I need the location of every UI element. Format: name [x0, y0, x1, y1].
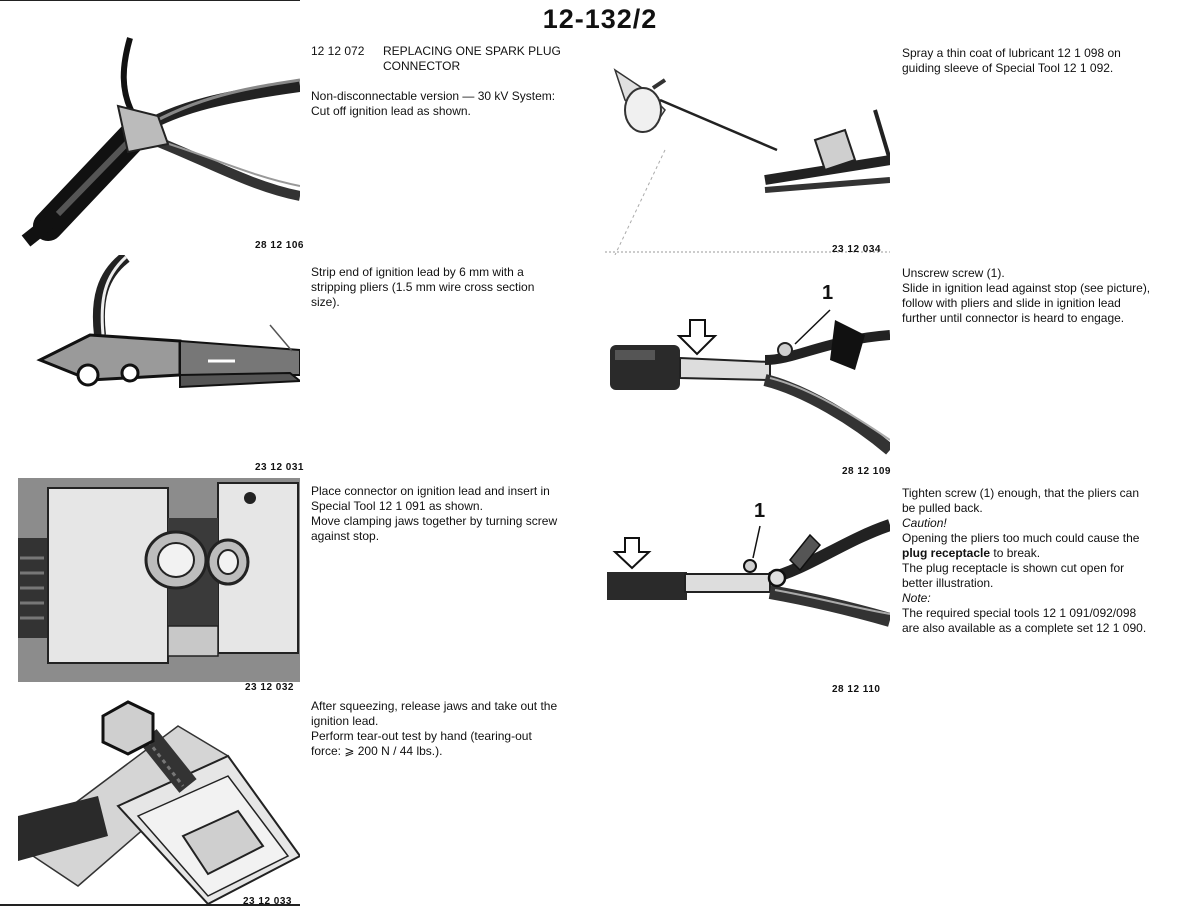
callout-number: 1	[754, 500, 766, 522]
text-fragment: to break.	[990, 546, 1041, 560]
text-line: Cut off ignition lead as shown.	[311, 104, 471, 118]
figure-special-tool-091	[18, 478, 300, 682]
figure-caption: 23 12 033	[240, 896, 295, 907]
figure-caption: 23 12 032	[245, 682, 294, 693]
text-line: plug receptacle to break.	[902, 546, 1192, 561]
text-line: are also available as a complete set 12 …	[902, 621, 1147, 635]
text-line: Tighten screw (1) enough, that the plier…	[902, 486, 1140, 500]
text-line: Special Tool 12 1 091 as shown.	[311, 499, 483, 513]
figure-caption: 28 12 106	[255, 240, 304, 251]
text-line: Spray a thin coat of lubricant 12 1 098 …	[902, 46, 1121, 60]
page-number: 12-132/2	[542, 4, 658, 34]
text-line: stripping pliers (1.5 mm wire cross sect…	[311, 280, 535, 294]
text-line: better illustration.	[902, 576, 994, 590]
text-line: Move clamping jaws together by turning s…	[311, 514, 558, 528]
step-tear-out-test: After squeezing, release jaws and take o…	[311, 699, 601, 759]
caution-label: Caution!	[902, 516, 947, 530]
text-line: force: ⩾ 200 N / 44 lbs.).	[311, 744, 443, 758]
plug-receptacle-bold: plug receptacle	[902, 546, 991, 560]
figure-stripping-pliers	[30, 255, 300, 415]
bottom-rule	[0, 904, 300, 906]
section-title-line1: REPLACING ONE SPARK PLUG	[383, 44, 561, 58]
text-line: Unscrew screw (1).	[902, 266, 1005, 280]
text-line: size).	[311, 295, 340, 309]
step-slide-lead: Unscrew screw (1). Slide in ignition lea…	[902, 266, 1192, 326]
figure-caption: 23 12 034	[832, 244, 881, 255]
section-title-line2: CONNECTOR	[383, 59, 461, 73]
text-line: Place connector on ignition lead and ins…	[311, 484, 550, 498]
figure-slide-lead	[605, 280, 890, 460]
text-line: Strip end of ignition lead by 6 mm with …	[311, 265, 524, 279]
text-line: further until connector is heard to enga…	[902, 311, 1125, 325]
section-code: 12 12 072	[311, 44, 365, 58]
text-line: Slide in ignition lead against stop (see…	[902, 281, 1151, 295]
text-line: ignition lead.	[311, 714, 379, 728]
step-cut-lead: Non-disconnectable version — 30 kV Syste…	[311, 89, 601, 119]
note-label: Note:	[902, 591, 931, 605]
text-line: Non-disconnectable version — 30 kV Syste…	[311, 89, 556, 103]
figure-cut-lead	[18, 36, 300, 248]
text-line: against stop.	[311, 529, 380, 543]
step-insert-connector: Place connector on ignition lead and ins…	[311, 484, 601, 544]
text-line: The plug receptacle is shown cut open fo…	[902, 561, 1125, 575]
step-tighten-screw: Tighten screw (1) enough, that the plier…	[902, 486, 1192, 636]
step-strip-lead: Strip end of ignition lead by 6 mm with …	[311, 265, 601, 310]
figure-caption: 23 12 031	[255, 462, 304, 473]
text-line: Opening the pliers too much could cause …	[902, 531, 1140, 545]
text-line: The required special tools 12 1 091/092/…	[902, 606, 1137, 620]
section-heading: 12 12 072 REPLACING ONE SPARK PLUG CONNECT…	[311, 44, 601, 74]
figure-caption: 28 12 109	[842, 466, 891, 477]
figure-pull-back-pliers	[605, 500, 890, 645]
text-line: be pulled back.	[902, 501, 983, 515]
text-line: follow with pliers and slide in ignition…	[902, 296, 1121, 310]
callout-number: 1	[822, 282, 834, 304]
text-line: Perform tear-out test by hand (tearing-o…	[311, 729, 532, 743]
text-line: After squeezing, release jaws and take o…	[311, 699, 558, 713]
step-lubricant: Spray a thin coat of lubricant 12 1 098 …	[902, 46, 1192, 76]
figure-clamping-jaws	[18, 696, 300, 904]
text-line: guiding sleeve of Special Tool 12 1 092.	[902, 61, 1114, 75]
figure-caption: 28 12 110	[832, 684, 881, 695]
figure-lubricant-spray	[605, 40, 890, 255]
top-rule	[0, 0, 300, 1]
